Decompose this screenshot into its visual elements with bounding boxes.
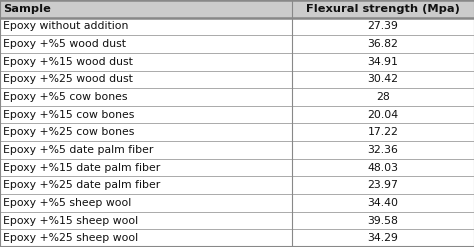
Text: Sample: Sample <box>3 4 51 14</box>
Bar <box>0 88 474 106</box>
Text: Flexural strength (Mpa): Flexural strength (Mpa) <box>306 4 460 14</box>
Text: 17.22: 17.22 <box>367 127 398 137</box>
Text: Epoxy without addition: Epoxy without addition <box>3 21 129 31</box>
Text: 48.03: 48.03 <box>367 163 398 173</box>
Text: Epoxy +%25 date palm fiber: Epoxy +%25 date palm fiber <box>3 180 161 190</box>
Text: Epoxy +%5 sheep wool: Epoxy +%5 sheep wool <box>3 198 132 208</box>
Bar <box>0 141 474 159</box>
Text: 34.91: 34.91 <box>367 57 398 67</box>
Text: Epoxy +%5 cow bones: Epoxy +%5 cow bones <box>3 92 128 102</box>
Bar <box>0 106 474 124</box>
Text: 39.58: 39.58 <box>367 216 398 226</box>
Bar <box>0 176 474 194</box>
Text: 20.04: 20.04 <box>367 110 398 120</box>
Text: Epoxy +%15 sheep wool: Epoxy +%15 sheep wool <box>3 216 138 226</box>
Text: 34.40: 34.40 <box>367 198 398 208</box>
Text: 30.42: 30.42 <box>367 74 398 84</box>
Text: Epoxy +%5 date palm fiber: Epoxy +%5 date palm fiber <box>3 145 154 155</box>
Bar <box>0 71 474 88</box>
Bar <box>0 159 474 176</box>
Text: 32.36: 32.36 <box>367 145 398 155</box>
Bar <box>0 194 474 212</box>
Text: Epoxy +%25 sheep wool: Epoxy +%25 sheep wool <box>3 233 138 243</box>
Text: 34.29: 34.29 <box>367 233 398 243</box>
Bar <box>0 124 474 141</box>
Text: 27.39: 27.39 <box>367 21 398 31</box>
Bar <box>0 0 474 18</box>
Bar <box>0 35 474 53</box>
Text: 23.97: 23.97 <box>367 180 398 190</box>
Bar <box>0 53 474 71</box>
Text: Epoxy +%15 wood dust: Epoxy +%15 wood dust <box>3 57 133 67</box>
Text: Epoxy +%5 wood dust: Epoxy +%5 wood dust <box>3 39 126 49</box>
Bar <box>0 18 474 35</box>
Text: Epoxy +%25 wood dust: Epoxy +%25 wood dust <box>3 74 133 84</box>
Text: Epoxy +%15 date palm fiber: Epoxy +%15 date palm fiber <box>3 163 161 173</box>
Text: 36.82: 36.82 <box>367 39 398 49</box>
Text: 28: 28 <box>376 92 390 102</box>
Text: Epoxy +%15 cow bones: Epoxy +%15 cow bones <box>3 110 135 120</box>
Bar <box>0 212 474 229</box>
Bar <box>0 229 474 247</box>
Text: Epoxy +%25 cow bones: Epoxy +%25 cow bones <box>3 127 135 137</box>
